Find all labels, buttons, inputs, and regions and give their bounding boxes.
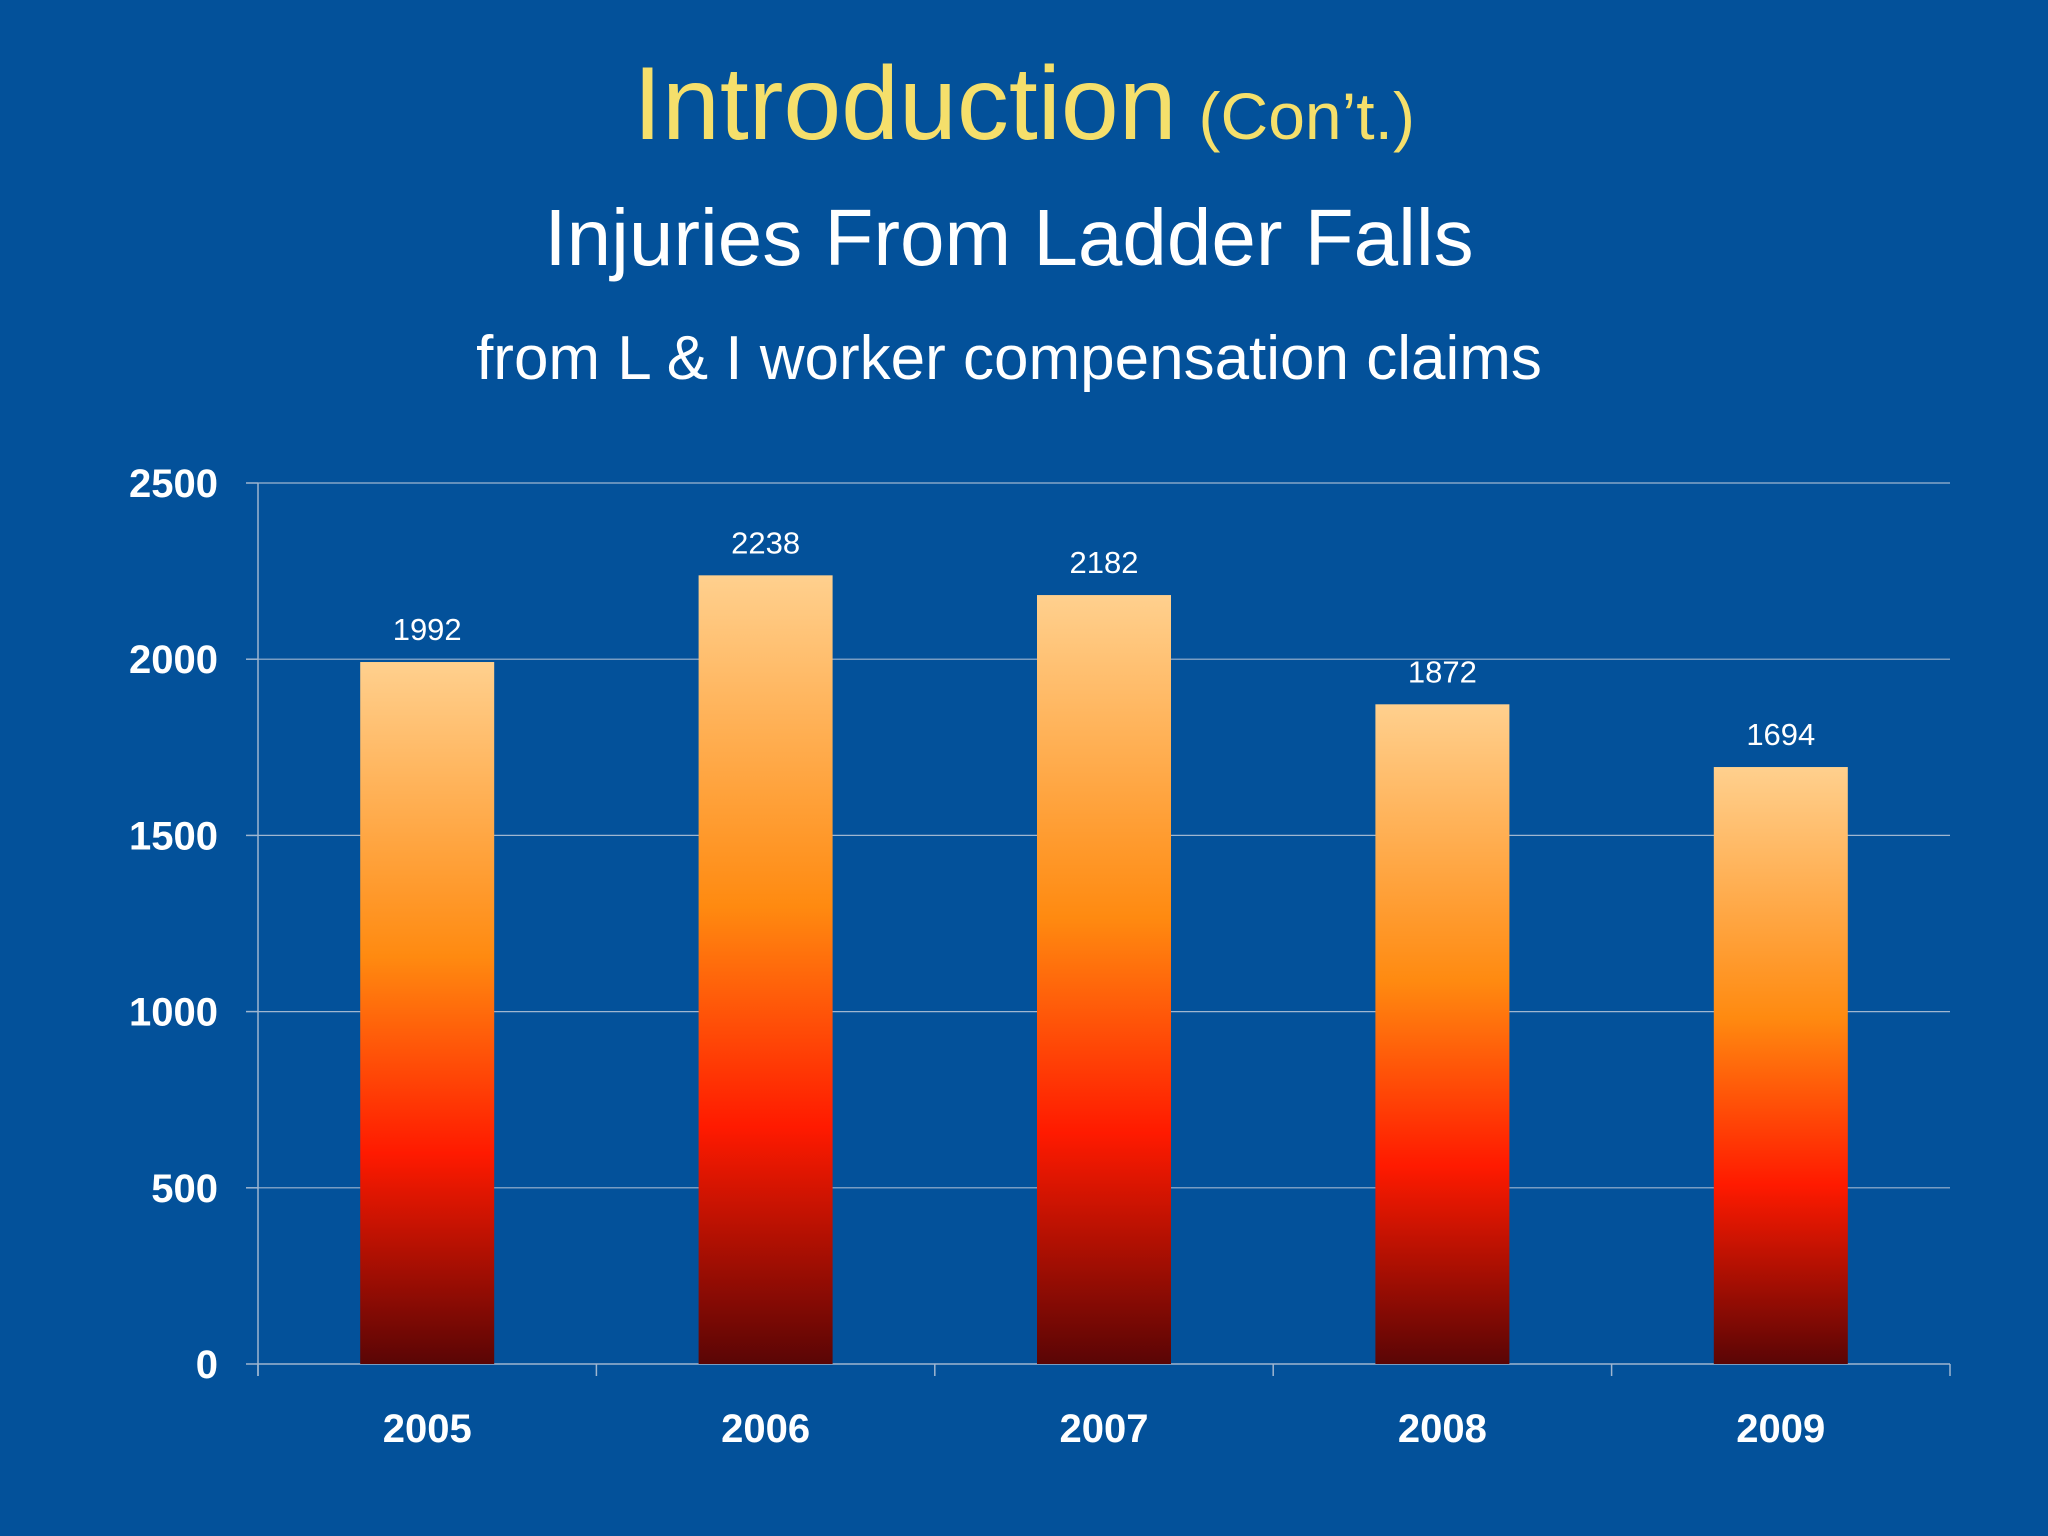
y-tick-label: 1000 [129, 991, 218, 1035]
heading-suffix: (Con’t.) [1198, 79, 1415, 153]
chart-subtitle: from L & I worker compensation claims [476, 324, 1542, 393]
axes [246, 482, 1951, 1376]
bar-2006 [698, 575, 833, 1364]
heading-text: Introduction [633, 46, 1177, 162]
x-tick-label-2007: 2007 [1060, 1407, 1149, 1451]
x-tick-label-2006: 2006 [721, 1407, 810, 1451]
labels: 0 500 1000 1500 2000 2500 1992 2005 2238 2006 2182… [129, 462, 1825, 1451]
data-label-2008: 1872 [1408, 654, 1477, 689]
y-tick-label: 2000 [129, 638, 218, 682]
bar-2009 [1713, 767, 1848, 1364]
data-label-2006: 2238 [731, 525, 800, 560]
x-tick-label-2009: 2009 [1736, 1407, 1825, 1451]
data-label-2005: 1992 [393, 612, 462, 647]
y-tick-label: 0 [196, 1343, 218, 1387]
bar-2005 [360, 662, 495, 1364]
slide-heading: Introduction (Con’t.) [0, 52, 2048, 156]
x-tick-label-2008: 2008 [1398, 1407, 1487, 1451]
x-tick-label-2005: 2005 [383, 1407, 472, 1451]
y-tick-label: 500 [151, 1167, 218, 1211]
data-label-2009: 1694 [1746, 717, 1815, 752]
bar-2007 [1037, 595, 1171, 1364]
data-label-2007: 2182 [1070, 545, 1139, 580]
chart-title: Injuries From Ladder Falls [544, 193, 1474, 282]
y-tick-label: 2500 [129, 462, 218, 506]
bar-2008 [1375, 704, 1510, 1364]
bars [360, 575, 1848, 1364]
y-tick-label: 1500 [129, 814, 218, 858]
